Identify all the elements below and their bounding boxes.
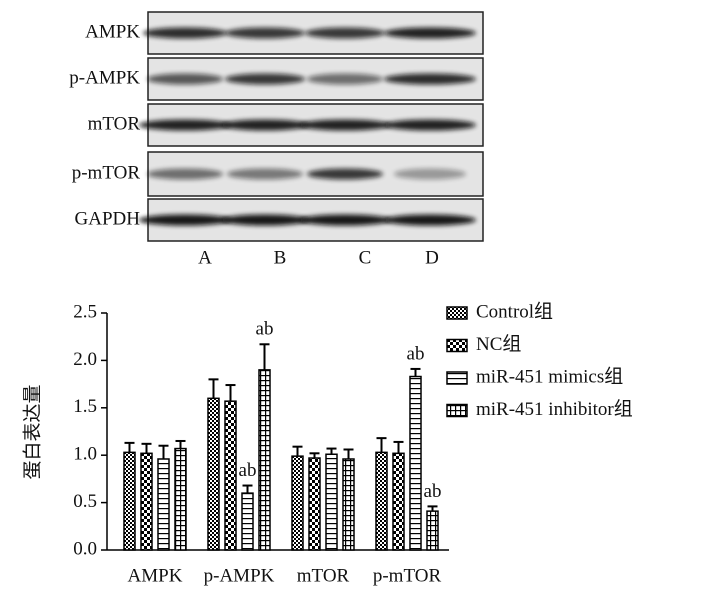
bar bbox=[325, 453, 338, 551]
y-tick-label: 0.0 bbox=[73, 538, 97, 559]
blot-row-label: GAPDH bbox=[75, 208, 141, 229]
bar bbox=[375, 451, 388, 551]
blot-band bbox=[384, 214, 476, 226]
lane-label: A bbox=[198, 247, 212, 268]
bar bbox=[291, 455, 304, 551]
bar bbox=[140, 452, 153, 551]
legend-label: miR-451 mimics组 bbox=[476, 365, 623, 387]
y-tick-label: 2.5 bbox=[73, 301, 97, 322]
blot-band bbox=[139, 119, 231, 131]
blot-row-label: p-AMPK bbox=[69, 67, 140, 88]
legend-label: miR-451 inhibitor组 bbox=[476, 398, 633, 420]
lane-label: D bbox=[425, 247, 439, 268]
blot-band bbox=[394, 168, 466, 180]
bar bbox=[123, 451, 136, 551]
blot-band bbox=[225, 73, 305, 85]
lane-label: C bbox=[359, 247, 372, 268]
bar bbox=[157, 458, 170, 551]
bar bbox=[241, 492, 254, 551]
y-tick-label: 1.5 bbox=[73, 396, 97, 417]
blot-band bbox=[384, 73, 476, 85]
annotation: ab bbox=[407, 343, 425, 364]
bar bbox=[224, 400, 237, 551]
blot-row-label: mTOR bbox=[88, 113, 141, 134]
blot-band bbox=[299, 214, 391, 226]
blot-band bbox=[384, 27, 476, 39]
x-tick-label: AMPK bbox=[128, 565, 183, 586]
blot-band bbox=[299, 119, 391, 131]
legend-swatch bbox=[446, 338, 468, 353]
y-tick-label: 1.0 bbox=[73, 444, 97, 465]
annotation: ab bbox=[239, 460, 257, 481]
annotation: ab bbox=[256, 319, 274, 340]
blot-band bbox=[307, 168, 383, 180]
blot-row-label: AMPK bbox=[85, 21, 140, 42]
blot-band bbox=[227, 168, 303, 180]
blot-band bbox=[221, 214, 309, 226]
bar bbox=[258, 369, 271, 551]
x-tick-label: mTOR bbox=[297, 565, 350, 586]
blot-band bbox=[147, 73, 223, 85]
bar bbox=[342, 458, 355, 551]
annotation: ab bbox=[424, 481, 442, 502]
y-axis-label: 蛋白表达量 bbox=[21, 384, 43, 479]
bar bbox=[426, 510, 439, 551]
bar bbox=[207, 397, 220, 551]
legend-label: NC组 bbox=[476, 333, 521, 355]
legend-label: Control组 bbox=[476, 300, 553, 322]
blot-band bbox=[143, 27, 227, 39]
bar bbox=[409, 375, 422, 551]
bar bbox=[174, 447, 187, 551]
blot-band bbox=[307, 73, 383, 85]
legend-swatch bbox=[446, 371, 468, 385]
blot-band bbox=[139, 214, 231, 226]
blot-band bbox=[384, 119, 476, 131]
x-tick-label: p-AMPK bbox=[204, 565, 275, 586]
bar bbox=[392, 452, 405, 551]
lane-label: B bbox=[274, 247, 287, 268]
bar bbox=[308, 457, 321, 551]
x-tick-label: p-mTOR bbox=[373, 565, 442, 586]
blot-row-label: p-mTOR bbox=[72, 162, 141, 183]
legend-swatch bbox=[446, 306, 468, 320]
y-tick-label: 2.0 bbox=[73, 349, 97, 370]
y-tick-label: 0.5 bbox=[73, 491, 97, 512]
blot-band bbox=[221, 119, 309, 131]
blot-band bbox=[147, 168, 223, 180]
blot-band bbox=[225, 27, 305, 39]
blot-band bbox=[305, 27, 385, 39]
legend-swatch bbox=[446, 403, 468, 418]
